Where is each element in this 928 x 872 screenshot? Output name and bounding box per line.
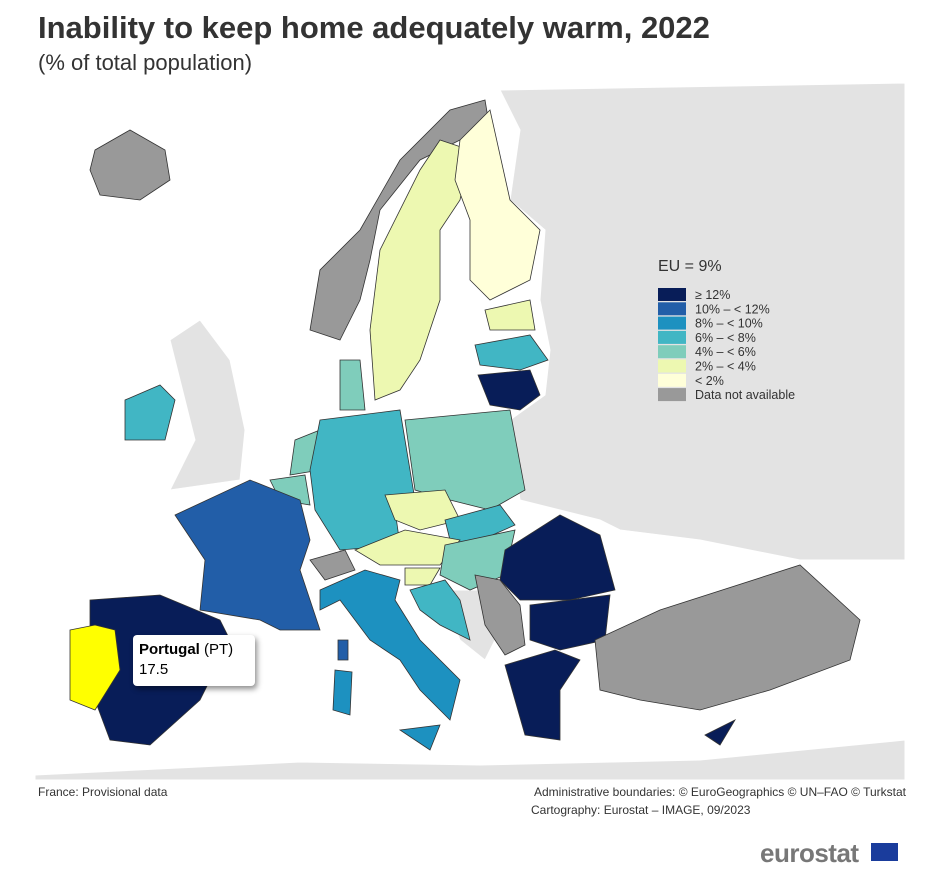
germany[interactable] bbox=[309, 409, 416, 551]
footnote: France: Provisional data bbox=[38, 785, 168, 799]
title: Inability to keep home adequately warm, … bbox=[38, 10, 710, 45]
legend-title: EU = 9% bbox=[658, 258, 722, 275]
eu-flag bbox=[871, 843, 898, 861]
cyprus[interactable] bbox=[704, 719, 737, 746]
legend-label: 2% – < 4% bbox=[695, 360, 756, 374]
legend-label: ≥ 12% bbox=[695, 288, 730, 302]
iceland[interactable] bbox=[89, 129, 171, 201]
corsica[interactable] bbox=[337, 639, 349, 661]
latvia[interactable] bbox=[474, 334, 549, 371]
legend-swatch bbox=[658, 316, 686, 330]
lithuania[interactable] bbox=[477, 369, 541, 411]
austria[interactable] bbox=[354, 529, 461, 566]
ireland[interactable] bbox=[124, 384, 176, 441]
legend-swatch bbox=[658, 359, 686, 373]
croatia[interactable] bbox=[409, 579, 471, 641]
finland[interactable] bbox=[454, 109, 541, 301]
tooltip: Portugal (PT) 17.5 bbox=[133, 635, 255, 686]
legend-swatch bbox=[658, 288, 686, 301]
slovakia[interactable] bbox=[444, 504, 516, 546]
portugal[interactable] bbox=[69, 624, 121, 711]
bulgaria[interactable] bbox=[529, 594, 611, 651]
belgium[interactable] bbox=[269, 474, 311, 506]
sicily[interactable] bbox=[398, 724, 441, 751]
subtitle: (% of total population) bbox=[38, 50, 253, 75]
serbia[interactable] bbox=[474, 574, 526, 656]
legend: ≥ 12%10% – < 12%8% – < 10%6% – < 8%4% – … bbox=[658, 288, 795, 402]
legend-label: 6% – < 8% bbox=[695, 331, 756, 345]
norway[interactable] bbox=[309, 99, 491, 341]
legend-swatch bbox=[658, 373, 686, 387]
credits: Cartography: Eurostat – IMAGE, 09/2023 bbox=[531, 803, 751, 817]
hungary[interactable] bbox=[439, 529, 516, 591]
legend-label: 10% – < 12% bbox=[695, 302, 770, 316]
czechia[interactable] bbox=[384, 489, 461, 531]
legend-swatch bbox=[658, 302, 686, 316]
estonia[interactable] bbox=[484, 299, 536, 331]
logo: eurostat bbox=[760, 838, 859, 868]
poland[interactable] bbox=[404, 409, 526, 511]
romania[interactable] bbox=[499, 514, 616, 601]
sweden[interactable] bbox=[369, 139, 471, 401]
sardinia[interactable] bbox=[332, 669, 353, 716]
turkey[interactable] bbox=[594, 564, 861, 711]
legend-label: < 2% bbox=[695, 374, 724, 388]
france[interactable] bbox=[174, 479, 321, 631]
italy[interactable] bbox=[319, 569, 461, 721]
slovenia[interactable] bbox=[404, 567, 441, 586]
legend-label: 8% – < 10% bbox=[695, 317, 763, 331]
netherlands[interactable] bbox=[289, 429, 321, 476]
legend-swatch bbox=[658, 388, 686, 402]
legend-label: Data not available bbox=[695, 388, 795, 402]
tooltip-value: 17.5 bbox=[139, 661, 169, 678]
tooltip-code: (PT) bbox=[204, 641, 234, 658]
legend-label: 4% – < 6% bbox=[695, 345, 756, 359]
legend-swatch bbox=[658, 330, 686, 344]
legend-swatch bbox=[658, 345, 686, 359]
credits: Administrative boundaries: © EuroGeograp… bbox=[533, 785, 906, 799]
greece[interactable] bbox=[504, 649, 581, 741]
tooltip-name: Portugal bbox=[139, 641, 200, 658]
denmark[interactable] bbox=[339, 359, 366, 411]
switzerland[interactable] bbox=[309, 549, 356, 581]
